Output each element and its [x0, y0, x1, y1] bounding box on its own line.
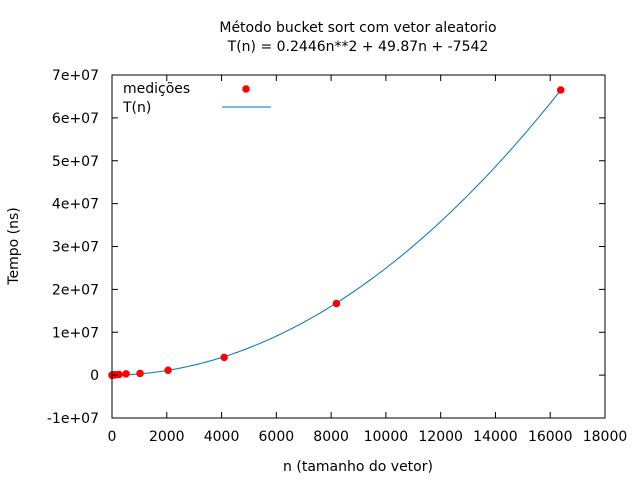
x-tick-label: 4000: [204, 429, 240, 445]
legend-marker-measurements: [242, 85, 250, 93]
y-tick-label: -1e+07: [47, 411, 99, 427]
y-tick-label: 1e+07: [52, 325, 99, 341]
series-line-fit: [111, 89, 562, 376]
x-tick-label: 0: [108, 429, 117, 445]
tick-labels: 0 2000 4000 6000 8000 10000 12000 14000 16000 180…: [47, 68, 627, 445]
x-tick-label: 2000: [149, 429, 185, 445]
data-point: [220, 353, 228, 361]
legend-label-measurements: medições: [123, 81, 190, 97]
data-point: [115, 370, 123, 379]
y-tick-label: 4e+07: [52, 197, 99, 213]
x-tick-label: 6000: [259, 429, 295, 445]
data-point: [557, 86, 565, 94]
data-point: [164, 366, 172, 374]
y-tick-label: 2e+07: [52, 282, 99, 298]
legend-label-fit: T(n): [122, 100, 151, 116]
x-tick-label: 16000: [528, 429, 573, 445]
x-axis-label: n (tamanho do vetor): [283, 459, 433, 475]
data-point: [136, 369, 144, 378]
data-point: [122, 370, 130, 378]
x-tick-label: 10000: [364, 429, 409, 445]
chart-subtitle: T(n) = 0.2446n**2 + 49.87n + -7542: [227, 39, 489, 55]
legend: medições T(n): [122, 81, 271, 116]
plot-area: [108, 86, 565, 379]
y-tick-label: 5e+07: [52, 154, 99, 170]
x-tick-label: 14000: [473, 429, 518, 445]
y-tick-label: 0: [90, 368, 99, 384]
y-tick-label: 3e+07: [52, 240, 99, 256]
x-tick-label: 12000: [418, 429, 463, 445]
y-tick-label: 7e+07: [52, 68, 99, 84]
y-tick-label: 6e+07: [52, 111, 99, 127]
chart-title: Método bucket sort com vetor aleatorio: [219, 20, 496, 36]
legend-marker-point: [242, 85, 250, 93]
axes: [111, 74, 606, 419]
data-point: [332, 299, 341, 308]
x-tick-label: 18000: [583, 429, 628, 445]
y-axis-label: Tempo (ns): [6, 207, 22, 285]
x-tick-label: 8000: [313, 429, 349, 445]
